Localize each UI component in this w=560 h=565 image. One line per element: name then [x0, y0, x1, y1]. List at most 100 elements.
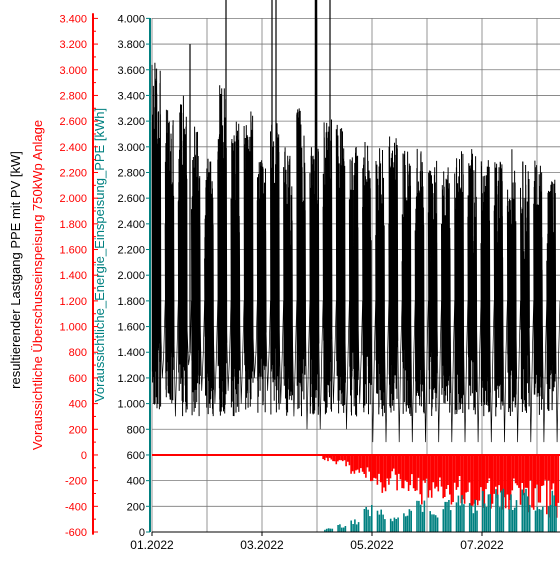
- series-einspeisung-bar: [406, 515, 409, 532]
- y-axis-black-label: resultierender Lastgang PPE mit PV [kW]: [8, 151, 23, 389]
- series-einspeisung-bar: [419, 504, 422, 532]
- series-einspeisung-bar: [498, 507, 501, 532]
- y-axis-red-tick-label: -200: [65, 476, 87, 488]
- series-einspeisung-bar: [389, 518, 392, 532]
- series-einspeisung-bar: [352, 524, 354, 532]
- series-einspeisung-bar: [339, 524, 341, 532]
- series-einspeisung-bar: [525, 488, 527, 532]
- series-einspeisung-bar: [485, 507, 488, 532]
- series-einspeisung-bar: [540, 509, 542, 532]
- y-axis-teal-tick-label: 1.800: [117, 296, 145, 308]
- series-einspeisung-bar: [547, 506, 550, 532]
- y-axis-red-tick-label: 1.400: [59, 270, 87, 282]
- series-einspeisung-bar: [382, 514, 384, 532]
- y-axis-teal-tick-label: 3.600: [117, 65, 145, 77]
- series-einspeisung-bar: [397, 517, 399, 532]
- series-einspeisung-bar: [429, 511, 431, 532]
- y-axis-teal-tick-label: 400: [127, 476, 145, 488]
- series-einspeisung-bar: [404, 516, 407, 532]
- y-axis-teal-tick-label: 3.200: [117, 116, 145, 128]
- series-einspeisung-bar: [357, 522, 360, 532]
- y-axis-teal-tick-label: 0: [139, 527, 145, 539]
- series-einspeisung-bar: [457, 495, 460, 532]
- series-einspeisung-bar: [474, 499, 476, 532]
- series-einspeisung-bar: [549, 504, 552, 532]
- y-axis-teal-tick-label: 2.800: [117, 167, 145, 179]
- series-einspeisung-bar: [421, 511, 424, 532]
- series-einspeisung-bar: [555, 506, 557, 532]
- y-axis-teal-tick-label: 2.000: [117, 270, 145, 282]
- series-einspeisung-bar: [378, 514, 381, 532]
- y-axis-red: -600 -400 -200 0 200 400 600 800 1.000 1.200 1.400…: [30, 13, 98, 539]
- x-axis-tick-label: 01.2022: [130, 538, 174, 552]
- series-einspeisung-bar: [423, 500, 426, 532]
- y-axis-teal-tick-label: 800: [127, 424, 145, 436]
- series-einspeisung-bar: [483, 503, 486, 532]
- y-axis-red-tick-label: -400: [65, 501, 87, 513]
- series-einspeisung-bar: [369, 516, 371, 532]
- y-axis-red-tick-label: 2.800: [59, 90, 87, 102]
- y-axis-teal-tick-label: 2.600: [117, 193, 145, 205]
- series-ueberschuss-path: [322, 455, 560, 518]
- series-einspeisung-bar: [342, 527, 345, 532]
- series-einspeisung-bar: [350, 520, 352, 532]
- y-axis-teal-tick-label: 3.800: [117, 39, 145, 51]
- series-einspeisung-bar: [461, 495, 463, 532]
- series-einspeisung-bar: [337, 525, 339, 532]
- series-einspeisung-bar: [446, 501, 448, 532]
- y-axis-red-tick-label: 3.200: [59, 39, 87, 51]
- series-einspeisung-bar: [371, 505, 373, 532]
- series-einspeisung-bar: [502, 488, 505, 532]
- series-einspeisung-bar: [393, 517, 396, 532]
- series-einspeisung-bar: [384, 519, 386, 532]
- series-einspeisung-bar: [538, 509, 540, 532]
- y-axis-red-tick-label: 200: [69, 424, 87, 436]
- series-einspeisung-bar: [468, 503, 471, 532]
- x-axis-tick-label: 05.2022: [350, 538, 394, 552]
- y-axis-teal-tick-label: 200: [127, 501, 145, 513]
- series-einspeisung-bar: [395, 519, 397, 532]
- y-axis-red-tick-label: 2.400: [59, 142, 87, 154]
- series-lastgang-path: [151, 62, 557, 417]
- series-einspeisung-bar: [344, 526, 347, 532]
- series-einspeisung-bar: [448, 500, 450, 532]
- series-einspeisung-bar: [521, 489, 524, 532]
- series-einspeisung-bar: [470, 505, 473, 532]
- series-einspeisung-bar: [510, 494, 512, 532]
- y-axis-red-tick-label: 1.000: [59, 322, 87, 334]
- series-ueberschuss: [152, 453, 560, 518]
- series-einspeisung-bar: [449, 510, 452, 532]
- series-einspeisung-bar: [463, 504, 465, 532]
- series-einspeisung-bar: [455, 502, 458, 532]
- series-einspeisung-bar: [472, 513, 475, 532]
- series-einspeisung-bar: [403, 513, 405, 532]
- y-axis-teal-tick-label: 4.000: [117, 13, 145, 25]
- series-einspeisung-bar: [551, 490, 554, 532]
- series-einspeisung-bar: [497, 494, 499, 532]
- y-axis-red-tick-label: 400: [69, 399, 87, 411]
- series-einspeisung-bar: [391, 521, 394, 532]
- y-axis-teal-tick-label: 2.400: [117, 219, 145, 231]
- series-einspeisung-bar: [436, 517, 439, 532]
- series-einspeisung-bar: [410, 510, 412, 532]
- series-einspeisung-bar: [363, 509, 366, 532]
- series-einspeisung-bar: [325, 528, 328, 532]
- y-axis-red-label: Voraussichtliche Überschusseinspeisung 7…: [30, 120, 45, 450]
- series-einspeisung-bar: [327, 528, 330, 532]
- series-einspeisung-bar: [416, 500, 418, 532]
- y-axis-red-tick-label: 0: [81, 450, 87, 462]
- y-axis-red-tick-label: 3.000: [59, 65, 87, 77]
- x-axis-tick-label: 03.2022: [240, 538, 284, 552]
- series-einspeisung-bar: [354, 519, 356, 532]
- series-einspeisung-bar: [512, 510, 514, 532]
- series-einspeisung-bar: [418, 500, 420, 532]
- y-axis-teal-tick-label: 3.000: [117, 142, 145, 154]
- y-axis-teal: 0 200 400 600 800 1.000 1.200 1.400 1.600 1.800 2.…: [92, 13, 151, 539]
- y-axis-teal-tick-label: 600: [127, 450, 145, 462]
- series-einspeisung-bar: [482, 491, 484, 532]
- series-einspeisung-bar: [431, 514, 433, 532]
- series-einspeisung-bar: [444, 501, 446, 532]
- series-einspeisung-bar: [355, 524, 358, 532]
- series-einspeisung-bar: [523, 492, 525, 532]
